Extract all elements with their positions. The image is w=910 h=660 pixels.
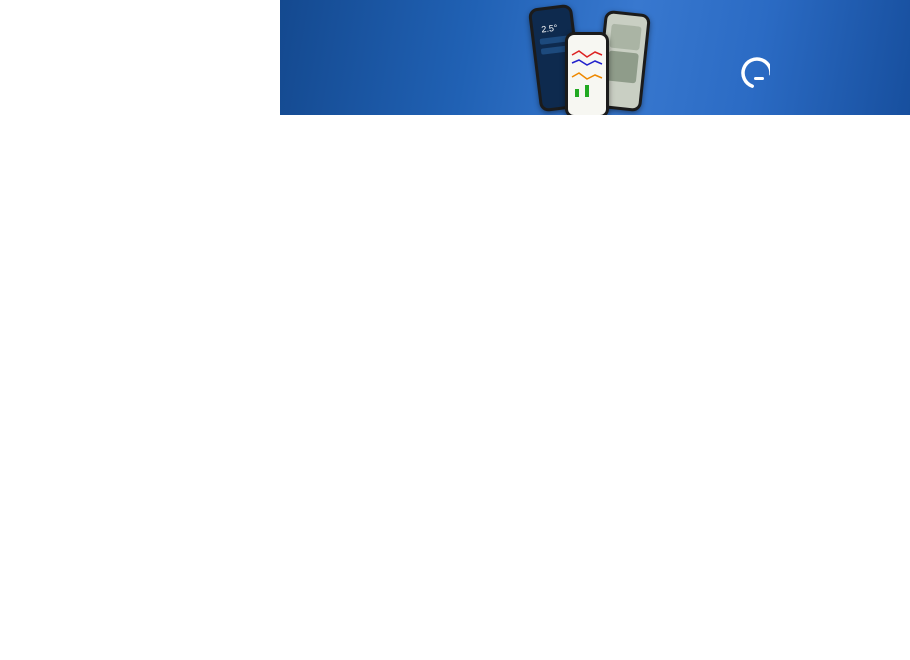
logo-swoosh-icon xyxy=(741,57,770,89)
phone-temp-text: 2.5° xyxy=(540,22,559,35)
app-banner[interactable]: 2.5° xyxy=(280,0,910,115)
icmmeteo-logo xyxy=(741,57,770,89)
phone-meteogram xyxy=(565,32,609,115)
logo-badge xyxy=(754,77,764,80)
